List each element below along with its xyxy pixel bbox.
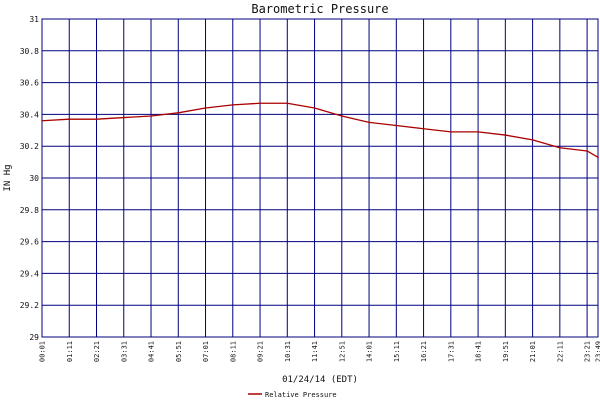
x-tick-label: 00:01 (39, 341, 47, 362)
data-point (177, 112, 180, 114)
data-point (68, 118, 71, 120)
y-tick-label: 31 (29, 15, 39, 24)
x-tick-label: 04:41 (148, 341, 156, 362)
y-tick-label: 30.2 (20, 142, 39, 151)
x-tick-label: 03:31 (120, 341, 128, 362)
data-point (368, 121, 370, 124)
x-tick-label: 07:01 (202, 341, 210, 362)
x-axis-label: 01/24/14 (EDT) (282, 375, 358, 385)
series-line (41, 102, 599, 158)
y-tick-label: 30.8 (20, 47, 39, 56)
data-point (150, 115, 152, 117)
y-tick-labels: 29 29.2 29.4 29.6 29.8 30 30.2 30.4 30.6 30.8 31 (20, 15, 39, 342)
y-tick-label: 30.6 (20, 79, 39, 88)
data-point (450, 131, 452, 133)
y-tick-label: 30.4 (20, 110, 39, 119)
data-point (259, 102, 261, 105)
series-layer (41, 102, 599, 159)
x-tick-label: 10:31 (284, 341, 292, 362)
x-tick-label: 15:11 (393, 341, 401, 362)
data-point (586, 150, 588, 152)
data-point (231, 104, 234, 106)
legend-label: Relative Pressure (265, 391, 337, 399)
x-tick-label: 08:11 (229, 341, 237, 362)
y-tick-label: 29 (29, 333, 39, 342)
data-point (341, 115, 343, 117)
y-tick-label: 29.6 (20, 238, 39, 247)
x-tick-label: 14:01 (366, 341, 374, 362)
x-tick-label: 18:41 (475, 341, 483, 362)
data-point (597, 156, 599, 159)
x-tick-label: 23:21 (584, 341, 592, 362)
x-tick-label: 17:31 (447, 341, 455, 362)
x-tick-label: 19:51 (502, 341, 510, 362)
data-point (477, 131, 479, 133)
y-tick-label: 29.2 (20, 301, 39, 310)
x-tick-labels: 00:01 01:11 02:21 03:31 04:41 05:51 07:01 08:11… (39, 341, 600, 362)
x-tick-label: 02:21 (93, 341, 101, 362)
chart-title: Barometric Pressure (251, 2, 388, 16)
x-tick-label: 22:11 (556, 341, 564, 362)
data-point (422, 127, 425, 130)
y-axis-label: IN Hg (3, 164, 13, 191)
x-tick-label: 01:11 (66, 341, 74, 362)
data-point (559, 146, 561, 149)
y-tick-label: 29.4 (20, 269, 39, 278)
x-tick-label: 11:41 (311, 341, 319, 362)
x-tick-label: 23:49 (595, 341, 600, 362)
data-point (313, 107, 316, 109)
data-point (531, 139, 534, 141)
x-tick-label: 12:51 (338, 341, 346, 362)
x-tick-label: 05:51 (175, 341, 183, 362)
data-point (504, 134, 507, 136)
x-tick-label: 21:01 (529, 341, 537, 362)
data-point (204, 107, 207, 109)
data-point (41, 119, 43, 122)
x-tick-label: 09:21 (257, 341, 265, 362)
plot-frame (41, 18, 599, 338)
x-tick-label: 16:21 (420, 341, 428, 362)
data-point (122, 116, 125, 119)
data-point (395, 124, 398, 127)
data-point (95, 118, 98, 120)
data-point (286, 102, 289, 105)
y-tick-label: 29.8 (20, 206, 39, 215)
y-tick-label: 30 (29, 174, 39, 183)
